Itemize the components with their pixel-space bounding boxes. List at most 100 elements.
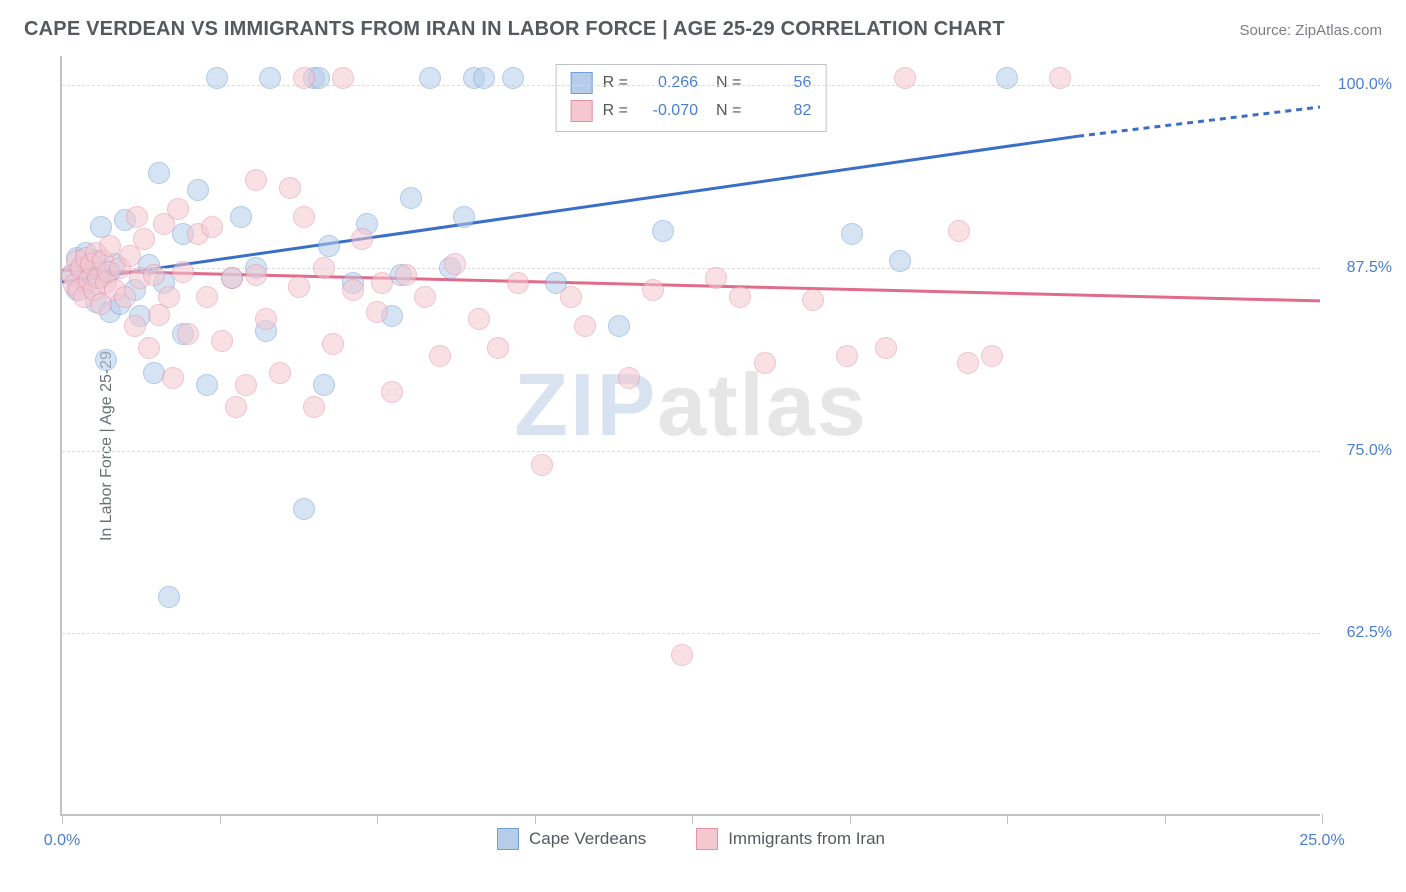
x-tick-label: 0.0% (44, 832, 80, 850)
scatter-point (671, 644, 693, 666)
scatter-point (119, 245, 141, 267)
scatter-point (259, 67, 281, 89)
scatter-point (652, 220, 674, 242)
scatter-point (381, 381, 403, 403)
scatter-point (313, 374, 335, 396)
x-tick (850, 814, 851, 824)
scatter-point (429, 345, 451, 367)
scatter-point (221, 267, 243, 289)
scatter-point (279, 177, 301, 199)
scatter-point (414, 286, 436, 308)
scatter-point (158, 286, 180, 308)
scatter-point (400, 187, 422, 209)
scatter-point (841, 223, 863, 245)
x-tick (377, 814, 378, 824)
scatter-point (468, 308, 490, 330)
scatter-point (138, 337, 160, 359)
scatter-point (187, 179, 209, 201)
scatter-point (126, 206, 148, 228)
scatter-point (729, 286, 751, 308)
scatter-point (996, 67, 1018, 89)
x-tick (1322, 814, 1323, 824)
scatter-point (836, 345, 858, 367)
y-tick-label: 62.5% (1347, 624, 1392, 642)
scatter-point (444, 253, 466, 275)
scatter-point (206, 67, 228, 89)
scatter-point (177, 323, 199, 345)
x-tick (1165, 814, 1166, 824)
scatter-point (618, 367, 640, 389)
gridline (62, 85, 1320, 86)
scatter-point (211, 330, 233, 352)
scatter-point (453, 206, 475, 228)
r-value-1: 0.266 (638, 69, 698, 97)
scatter-point (531, 454, 553, 476)
scatter-point (133, 228, 155, 250)
scatter-point (143, 264, 165, 286)
watermark: ZIPatlas (514, 354, 867, 456)
scatter-point (196, 374, 218, 396)
scatter-point (95, 349, 117, 371)
scatter-point (705, 267, 727, 289)
x-tick (220, 814, 221, 824)
legend-item-1: Cape Verdeans (497, 828, 646, 850)
scatter-point (981, 345, 1003, 367)
scatter-point (162, 367, 184, 389)
scatter-point (332, 67, 354, 89)
y-tick-label: 100.0% (1338, 76, 1392, 94)
legend-bottom-swatch-1 (497, 828, 519, 850)
scatter-point (351, 228, 373, 250)
scatter-point (487, 337, 509, 359)
scatter-point (124, 315, 146, 337)
n-value-2: 82 (751, 97, 811, 125)
scatter-point (114, 286, 136, 308)
chart-title: CAPE VERDEAN VS IMMIGRANTS FROM IRAN IN … (24, 18, 1005, 41)
scatter-point (235, 374, 257, 396)
scatter-point (957, 352, 979, 374)
scatter-point (889, 250, 911, 272)
y-tick-label: 87.5% (1347, 259, 1392, 277)
scatter-point (196, 286, 218, 308)
n-value-1: 56 (751, 69, 811, 97)
source-label: Source: ZipAtlas.com (1239, 22, 1382, 39)
x-tick (535, 814, 536, 824)
scatter-plot: ZIPatlas R = 0.266 N = 56 R = -0.070 N =… (60, 56, 1320, 816)
scatter-point (419, 67, 441, 89)
scatter-point (201, 216, 223, 238)
legend-swatch-2 (571, 100, 593, 122)
x-tick (1007, 814, 1008, 824)
title-bar: CAPE VERDEAN VS IMMIGRANTS FROM IRAN IN … (24, 18, 1382, 41)
legend-item-2: Immigrants from Iran (696, 828, 885, 850)
scatter-point (395, 264, 417, 286)
scatter-point (502, 67, 524, 89)
scatter-point (948, 220, 970, 242)
scatter-point (642, 279, 664, 301)
legend-row-2: R = -0.070 N = 82 (571, 97, 812, 125)
scatter-point (269, 362, 291, 384)
scatter-point (230, 206, 252, 228)
scatter-point (366, 301, 388, 323)
scatter-point (293, 498, 315, 520)
scatter-point (148, 162, 170, 184)
scatter-point (802, 289, 824, 311)
legend-bottom-swatch-2 (696, 828, 718, 850)
scatter-point (1049, 67, 1071, 89)
scatter-point (245, 169, 267, 191)
x-tick-label: 25.0% (1299, 832, 1344, 850)
scatter-point (303, 396, 325, 418)
scatter-point (371, 272, 393, 294)
scatter-point (293, 206, 315, 228)
scatter-point (293, 67, 315, 89)
scatter-point (560, 286, 582, 308)
scatter-point (894, 67, 916, 89)
scatter-point (754, 352, 776, 374)
scatter-point (507, 272, 529, 294)
scatter-point (172, 261, 194, 283)
scatter-point (158, 586, 180, 608)
scatter-point (608, 315, 630, 337)
x-tick (62, 814, 63, 824)
scatter-point (322, 333, 344, 355)
legend-row-1: R = 0.266 N = 56 (571, 69, 812, 97)
scatter-point (255, 308, 277, 330)
legend-bottom-label-2: Immigrants from Iran (728, 829, 885, 849)
